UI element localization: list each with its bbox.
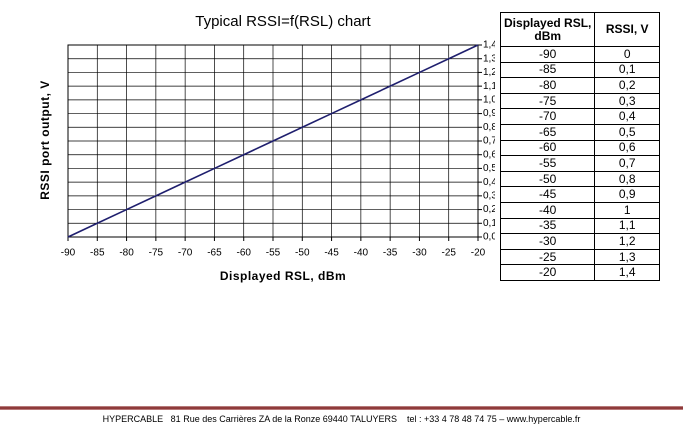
table-cell: 0,5	[594, 123, 660, 141]
y-tick-label: 0,8	[483, 122, 495, 133]
table-cell: 0,1	[594, 61, 660, 79]
x-tick-label: -55	[266, 248, 281, 259]
table-row: -85 0,1	[499, 61, 660, 79]
x-tick-label: -20	[471, 248, 486, 259]
table-cell: 0,2	[594, 77, 660, 94]
y-tick-label: 0,2	[483, 204, 495, 215]
data-table: Displayed RSL, dBm RSSI, V -90 0 -85 0,1 -80 0,…	[499, 12, 660, 281]
table-cell: -30	[499, 233, 596, 250]
table-cell: -35	[499, 217, 596, 235]
table-row: -45 0,9	[499, 186, 660, 203]
table-row: -80 0,2	[499, 77, 660, 94]
y-tick-label: 0,0	[483, 232, 495, 243]
y-tick-label: 0,9	[483, 108, 495, 119]
table-cell: 0,6	[594, 139, 660, 157]
table-cell: -55	[499, 155, 596, 172]
table-row: -25 1,3	[499, 248, 660, 266]
table-cell: 1,3	[594, 248, 660, 266]
table-row: -70 0,4	[499, 108, 660, 125]
y-tick-label: 1,4	[483, 40, 495, 51]
table-row: -50 0,8	[499, 170, 660, 188]
y-tick-label: 1,0	[483, 94, 495, 105]
x-tick-label: -50	[295, 248, 310, 259]
table-cell: 0,8	[594, 170, 660, 188]
table-cell: 0,4	[594, 108, 660, 125]
footer-rule	[0, 406, 683, 410]
x-tick-label: -65	[207, 248, 222, 259]
x-tick-label: -75	[149, 248, 164, 259]
y-tick-label: 1,3	[483, 53, 495, 64]
table-cell: -75	[499, 92, 596, 110]
table-row: -35 1,1	[499, 217, 660, 235]
x-tick-label: -30	[412, 248, 427, 259]
y-tick-label: 0,4	[483, 177, 495, 188]
table-cell: 0	[594, 46, 660, 63]
table-cell: -85	[499, 61, 596, 79]
x-tick-label: -90	[61, 248, 76, 259]
table-cell: 1	[594, 201, 660, 219]
y-tick-label: 1,1	[483, 81, 495, 92]
table-cell: -70	[499, 108, 596, 125]
table-cell: -40	[499, 201, 596, 219]
x-tick-label: -40	[354, 248, 369, 259]
table-cell: 1,4	[594, 264, 660, 281]
x-axis-label: Displayed RSL, dBm	[220, 269, 346, 283]
x-tick-label: -25	[441, 248, 456, 259]
y-tick-label: 1,2	[483, 67, 495, 78]
table-row: -20 1,4	[499, 264, 660, 281]
table-header-cell: Displayed RSL, dBm	[499, 12, 596, 47]
x-tick-label: -85	[90, 248, 105, 259]
table-row: -55 0,7	[499, 155, 660, 172]
table-cell: 1,2	[594, 233, 660, 250]
table-row: -65 0,5	[499, 123, 660, 141]
table-header-row: Displayed RSL, dBm RSSI, V	[499, 12, 660, 47]
x-tick-label: -60	[236, 248, 251, 259]
table-cell: -25	[499, 248, 596, 266]
table-row: -30 1,2	[499, 233, 660, 250]
x-tick-label: -45	[324, 248, 339, 259]
x-tick-label: -80	[119, 248, 134, 259]
x-tick-label: -70	[178, 248, 193, 259]
y-tick-label: 0,6	[483, 149, 495, 160]
table-row: -60 0,6	[499, 139, 660, 157]
chart: Typical RSSI=f(RSL) chart Displayed RSL,…	[38, 13, 495, 283]
footer-text: HYPERCABLE 81 Rue des Carrières ZA de la…	[102, 414, 581, 424]
y-tick-label: 0,7	[483, 136, 495, 147]
table-cell: -60	[499, 139, 596, 157]
table-cell: -45	[499, 186, 596, 203]
table-row: -90 0	[499, 46, 660, 63]
table-cell: -90	[499, 46, 596, 63]
data-line	[67, 44, 479, 238]
x-tick-label: -35	[383, 248, 398, 259]
table-cell: 1,1	[594, 217, 660, 235]
y-tick-label: 0,5	[483, 163, 495, 174]
table-cell: 0,3	[594, 92, 660, 110]
table-row: -40 1	[499, 201, 660, 219]
table-header-cell: RSSI, V	[594, 12, 660, 47]
y-tick-label: 0,1	[483, 218, 495, 229]
table-cell: 0,7	[594, 155, 660, 172]
table-cell: 0,9	[594, 186, 660, 203]
y-tick-label: 0,3	[483, 190, 495, 201]
table-cell: -50	[499, 170, 596, 188]
plot-frame	[67, 44, 479, 238]
table-row: -75 0,3	[499, 92, 660, 110]
table-cell: -65	[499, 123, 596, 141]
y-axis-label: RSSI port output, V	[38, 80, 52, 200]
table-cell: -80	[499, 77, 596, 94]
chart-title: Typical RSSI=f(RSL) chart	[195, 13, 371, 30]
table-cell: -20	[499, 264, 596, 281]
